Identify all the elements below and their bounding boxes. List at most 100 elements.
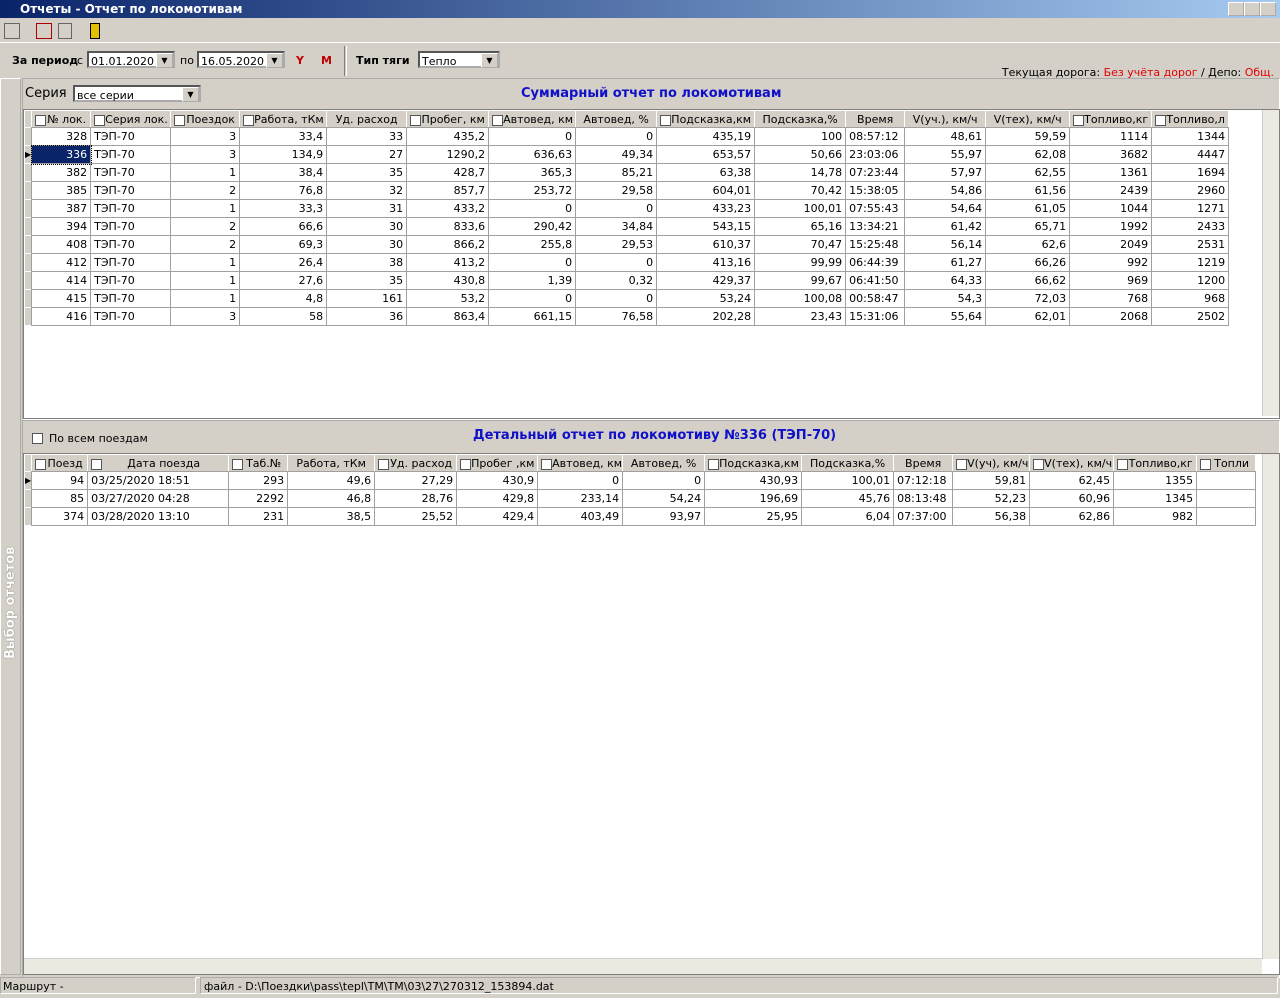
checkbox[interactable] [32, 433, 43, 444]
column-header: Автовед, % [622, 454, 706, 472]
cell: 1200 [1151, 271, 1230, 290]
header-text: Пробег, км [421, 112, 485, 126]
cell: 63,38 [656, 163, 756, 182]
cell: 38,4 [239, 163, 328, 182]
series-select[interactable]: все серии [73, 85, 201, 102]
maximize[interactable] [1244, 2, 1260, 16]
checkbox[interactable] [660, 114, 672, 126]
cell [1196, 471, 1257, 490]
checkbox[interactable] [91, 458, 103, 470]
cell: 196,69 [704, 489, 803, 508]
checkbox[interactable] [35, 114, 47, 126]
cell: 1694 [1151, 163, 1230, 182]
minimize[interactable] [1228, 2, 1244, 16]
cell: 61,42 [904, 217, 987, 236]
cell: 416 [31, 307, 92, 326]
tool-btn[interactable] [58, 23, 72, 39]
checkbox[interactable] [243, 114, 255, 126]
checkbox[interactable] [94, 114, 106, 126]
cell: 29,58 [575, 181, 658, 200]
checkbox[interactable] [460, 458, 472, 470]
close[interactable] [1260, 2, 1276, 16]
header-text: Подсказка,км [719, 456, 799, 470]
side-tab[interactable]: Выбор отчетов [0, 78, 21, 975]
cell: 413,2 [406, 253, 490, 272]
cell: 45,76 [801, 489, 895, 508]
checkbox[interactable] [492, 114, 504, 126]
filter-bar: За период с 01.01.2020 по 16.05.2020 Y M… [0, 44, 1280, 79]
cell: 65,16 [754, 217, 847, 236]
checkbox[interactable] [1033, 458, 1045, 470]
cell: 430,9 [456, 471, 539, 490]
title-bar: Отчеты - Отчет по локомотивам [0, 0, 1280, 18]
checkbox[interactable] [956, 458, 968, 470]
checkbox[interactable] [232, 458, 244, 470]
cell: 0 [575, 253, 658, 272]
checkbox[interactable] [708, 458, 720, 470]
checkbox[interactable] [1200, 458, 1212, 470]
cell: 1219 [1151, 253, 1230, 272]
cell: 0 [575, 199, 658, 218]
cell: 2439 [1069, 181, 1153, 200]
cell: 134,9 [239, 145, 328, 164]
cell: 0,32 [575, 271, 658, 290]
header-text: Автовед, % [630, 456, 697, 470]
cell: 69,3 [239, 235, 328, 254]
cell: 34,84 [575, 217, 658, 236]
tool-btn[interactable] [90, 23, 100, 39]
cell: 394 [31, 217, 92, 236]
m-button[interactable]: M [321, 54, 332, 67]
tool-btn[interactable] [4, 23, 20, 39]
cell: 07:23:44 [845, 163, 906, 182]
checkbox[interactable] [1117, 458, 1129, 470]
checkbox[interactable] [410, 114, 422, 126]
header-text: Автовед, % [583, 112, 649, 126]
tool-btn[interactable] [36, 23, 52, 39]
y-button[interactable]: Y [296, 54, 304, 67]
scrollbar[interactable] [24, 958, 1262, 974]
checkbox[interactable] [1155, 114, 1167, 126]
column-header: Пробег, км [406, 110, 490, 128]
header-row: № лок. Серия лок. Поездок Работа, тКм Уд. ра… [23, 110, 1230, 128]
cell: 54,24 [622, 489, 706, 508]
cell: 55,97 [904, 145, 987, 164]
road-info: Текущая дорога: Без учёта дорог / Депо: … [1002, 66, 1274, 79]
cell: 55,64 [904, 307, 987, 326]
cell: 35 [326, 271, 408, 290]
traction-select[interactable]: Тепло [418, 51, 500, 68]
scrollbar[interactable] [1262, 110, 1279, 416]
checkbox[interactable] [35, 458, 47, 470]
cell: ТЭП-70 [90, 253, 172, 272]
header-text: Поезд [47, 456, 83, 470]
cell: 33 [326, 127, 408, 146]
cell: 76,8 [239, 181, 328, 200]
cell: 26,4 [239, 253, 328, 272]
header-text: Время [905, 456, 942, 470]
label: По всем поездам [49, 432, 148, 445]
checkbox[interactable] [1073, 114, 1085, 126]
cell: 99,67 [754, 271, 847, 290]
checkbox[interactable] [378, 458, 390, 470]
column-header: Время [893, 454, 954, 472]
cell: 62,01 [985, 307, 1071, 326]
checkbox[interactable] [541, 458, 553, 470]
status-file: файл - D:\Поездки\pass\tepl\TM\TM\03\27\… [200, 977, 1278, 994]
indicator: ▶ [23, 471, 33, 490]
column-header: V(тех), км/ч [985, 110, 1071, 128]
date-to[interactable]: 16.05.2020 [197, 51, 285, 68]
cell: 15:31:06 [845, 307, 906, 326]
cell: 52,23 [952, 489, 1031, 508]
scrollbar[interactable] [1262, 454, 1279, 959]
header-text: Топли [1214, 456, 1250, 470]
date-from[interactable]: 01.01.2020 [87, 51, 175, 68]
checkbox[interactable] [174, 114, 186, 126]
cell: 62,86 [1029, 507, 1115, 526]
cell: 1044 [1069, 199, 1153, 218]
label: Серия [25, 86, 67, 101]
label: / Депо: [1200, 66, 1242, 79]
header-text: Поездок [186, 112, 235, 126]
section-title: Детальный отчет по локомотиву №336 (ТЭП-… [473, 428, 837, 443]
cell: 58 [239, 307, 328, 326]
cell: 3682 [1069, 145, 1153, 164]
data-row: 414 ТЭП-70 1 27,6 35 430,8 1,39 0,32 429,37 99,67… [23, 271, 1230, 290]
